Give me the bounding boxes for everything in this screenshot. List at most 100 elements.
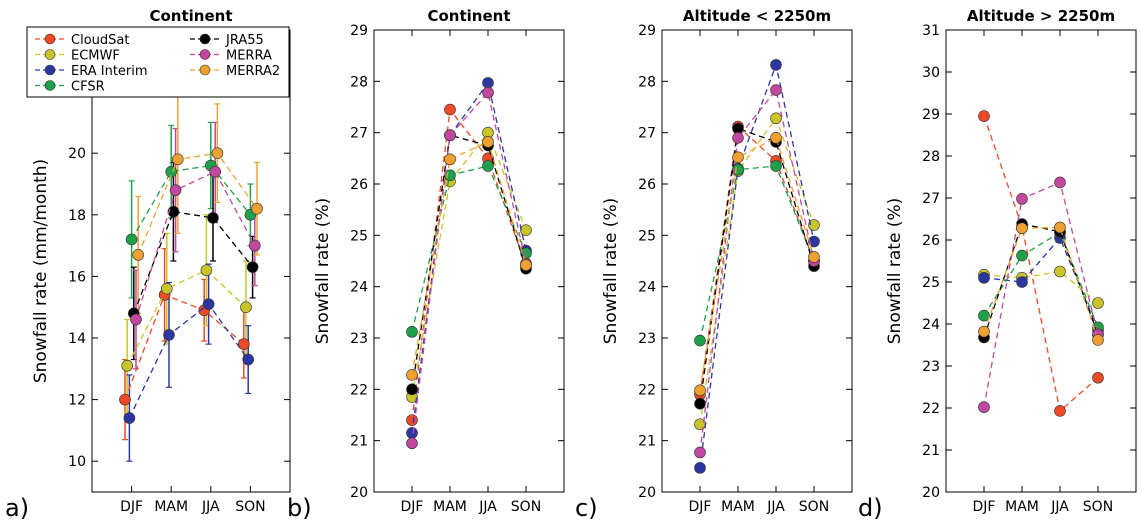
y-tick-label: 29 (638, 23, 656, 39)
y-tick-label: 22 (638, 382, 656, 398)
y-tick-label: 12 (68, 393, 86, 409)
x-tick-label: SON (799, 499, 829, 515)
data-point (444, 103, 456, 116)
legend-entry: JRA55 (225, 33, 264, 48)
data-point (242, 353, 254, 366)
axes-frame (91, 29, 291, 493)
series-line (128, 303, 249, 419)
series-line (983, 270, 1099, 304)
data-point (251, 202, 263, 215)
x-tick-label: JJA (1050, 499, 1069, 515)
data-point (978, 110, 990, 122)
data-point (406, 369, 418, 381)
data-point (694, 384, 706, 397)
data-point (444, 153, 456, 166)
x-tick-label: JJA (201, 499, 220, 515)
y-tick-label: 28 (638, 74, 656, 90)
y-tick-label: 28 (350, 74, 368, 90)
y-tick-label: 27 (638, 126, 656, 142)
data-point (1054, 265, 1066, 278)
data-point (978, 309, 990, 322)
data-point (1054, 221, 1066, 234)
data-point (1054, 176, 1066, 189)
legend-entry: MERRA (226, 49, 272, 64)
data-point (520, 259, 532, 271)
panel-a: 10121416182022DJFMAMJJASONContinentSnowf… (5, 7, 291, 522)
y-tick-label: 10 (68, 454, 86, 470)
y-tick-label: 21 (350, 434, 368, 450)
data-point (1054, 405, 1066, 417)
y-tick-label: 16 (68, 269, 86, 285)
axes-frame (373, 29, 565, 493)
series-line (983, 115, 1099, 413)
y-tick-label: 25 (350, 228, 368, 244)
y-tick-label: 29 (350, 23, 368, 39)
series-line (131, 164, 251, 240)
data-point (694, 462, 706, 474)
data-point (169, 184, 182, 196)
y-tick-label: 30 (922, 65, 940, 81)
data-point (482, 77, 494, 89)
axes-frame (945, 29, 1137, 493)
y-tick-label: 20 (638, 485, 656, 501)
y-tick-label: 29 (922, 107, 940, 123)
x-tick-label: JJA (478, 499, 497, 515)
y-tick-label: 25 (638, 228, 656, 244)
data-point (978, 401, 990, 413)
axes-frame (661, 29, 853, 493)
y-tick-label: 25 (922, 275, 940, 291)
series-line (137, 152, 258, 256)
x-tick-label: DJF (401, 499, 424, 515)
data-point (207, 212, 219, 224)
legend-entry: CFSR (71, 80, 105, 95)
data-point (246, 261, 259, 273)
legend-marker (199, 33, 211, 45)
data-point (406, 326, 418, 338)
y-tick-label: 24 (638, 280, 656, 296)
y-axis-label: Snowfall rate (%) (601, 198, 621, 344)
series-line (411, 81, 527, 434)
y-axis-label: Snowfall rate (%) (313, 198, 333, 344)
data-point (211, 147, 224, 159)
x-tick-label: SON (235, 499, 265, 515)
data-point (482, 136, 494, 148)
data-point (125, 233, 138, 246)
y-tick-label: 26 (638, 177, 656, 193)
data-point (202, 298, 215, 310)
x-tick-label: SON (511, 499, 541, 515)
data-point (132, 249, 144, 261)
data-point (209, 165, 221, 178)
panel-title: Altitude < 2250m (683, 7, 831, 25)
data-point (978, 271, 990, 284)
y-tick-label: 23 (350, 331, 368, 347)
data-point (770, 132, 782, 144)
x-tick-label: MAM (433, 499, 467, 515)
series-line (411, 165, 527, 332)
data-point (161, 282, 173, 295)
data-point (249, 239, 261, 252)
y-tick-label: 23 (922, 359, 940, 375)
y-tick-label: 22 (350, 382, 368, 398)
y-tick-label: 22 (922, 401, 940, 417)
y-tick-label: 27 (350, 126, 368, 142)
y-tick-label: 28 (922, 149, 940, 165)
data-point (123, 412, 136, 424)
series-line (699, 125, 815, 395)
data-point (444, 129, 456, 142)
y-tick-label: 26 (922, 233, 940, 249)
data-point (119, 393, 131, 406)
x-tick-label: MAM (154, 499, 188, 515)
y-tick-label: 20 (68, 146, 86, 162)
series-line (124, 294, 245, 400)
data-point (240, 301, 252, 314)
y-tick-label: 21 (638, 434, 656, 450)
data-point (1016, 276, 1028, 288)
x-tick-label: DJF (120, 499, 143, 515)
data-point (406, 427, 418, 439)
data-point (770, 160, 782, 172)
panel-c: 20 21 22 23 24 25 26 27 28 29 DJF MAM JJA SON Altitude… (575, 7, 853, 522)
data-point (406, 383, 418, 396)
data-point (1016, 222, 1028, 235)
